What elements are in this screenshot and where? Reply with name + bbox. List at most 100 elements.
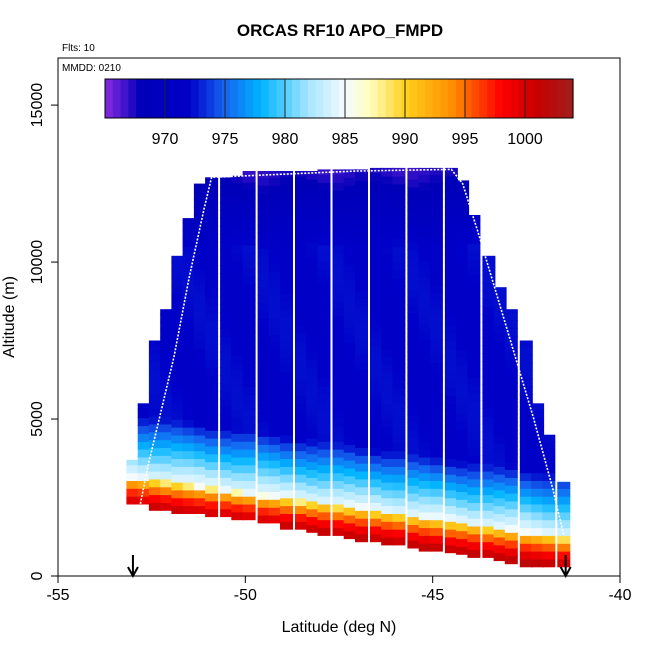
- heatmap-cell-21-7000: [381, 348, 395, 357]
- heatmap-cell-29-4600: [482, 423, 496, 433]
- heatmap-cell-28-3600: [467, 455, 481, 464]
- heatmap-cell-6-4500: [193, 426, 207, 436]
- heatmap-cell-21-9500: [381, 269, 395, 279]
- heatmap-cell-30-7500: [493, 332, 507, 342]
- heatmap-cell-13-9000: [280, 285, 293, 295]
- heatmap-cell-29-850: [482, 541, 496, 551]
- heatmap-cell-27-9200: [456, 279, 470, 288]
- heatmap-cell-30-500: [493, 552, 507, 562]
- colorbar-frame: [104, 78, 574, 119]
- heatmap-cell-10-3800: [242, 448, 256, 458]
- heatmap-cell-25-7050: [429, 346, 443, 356]
- heatmap-cell-24-8050: [418, 315, 432, 324]
- heatmap-cell-20-12850: [370, 167, 383, 174]
- heatmap-cell-6-7000: [193, 348, 207, 357]
- heatmap-cell-13-4000: [280, 442, 293, 452]
- heatmap-cell-13-5500: [280, 395, 293, 405]
- heatmap-cell-17-7300: [332, 339, 346, 348]
- date-annotation: MMDD: 0210: [62, 63, 121, 74]
- heatmap-cell-22-3000: [392, 474, 406, 483]
- heatmap-cell-22-11250: [392, 215, 406, 224]
- heatmap-cell-18-10700: [343, 232, 357, 241]
- heatmap-cell-18-2700: [343, 483, 357, 492]
- heatmap-cell-5-5750: [182, 387, 196, 397]
- heatmap-cell-20-2850: [370, 478, 383, 488]
- heatmap-cell-28-5100: [467, 408, 481, 417]
- heatmap-cell-7-10400: [205, 241, 219, 251]
- heatmap-cell-15-8150: [306, 312, 320, 321]
- heatmap-cell-8-6400: [220, 367, 234, 376]
- heatmap-cell-3-5350: [160, 400, 174, 409]
- heatmap-cell-14-7250: [295, 340, 308, 350]
- heatmap-cell-11-10200: [257, 247, 271, 257]
- heatmap-cell-16-8050: [317, 315, 331, 324]
- heatmap-cell-21-11500: [381, 207, 395, 216]
- heatmap-cell-17-9800: [332, 260, 346, 270]
- heatmap-cell-33-1050: [531, 535, 545, 544]
- heatmap-cell-15-9900: [306, 257, 320, 266]
- heatmap-cell-9-12050: [231, 189, 245, 199]
- heatmap-cell-19-6350: [355, 368, 368, 378]
- colorbar-segment-17: [237, 79, 246, 118]
- heatmap-cell-22-6000: [392, 379, 406, 389]
- heatmap-cell-27-8700: [456, 295, 470, 304]
- heatmap-cell-28-2850: [467, 478, 481, 488]
- heatmap-cell-21-11250: [381, 215, 395, 224]
- heatmap-cell-29-7350: [482, 337, 496, 346]
- heatmap-cell-29-1600: [482, 517, 496, 527]
- heatmap-cell-27-1450: [456, 522, 470, 532]
- heatmap-cell-19-8350: [355, 306, 368, 315]
- heatmap-cell-16-9300: [317, 276, 331, 285]
- heatmap-cell-4-8750: [171, 293, 185, 303]
- heatmap-cell-1-2300: [137, 495, 151, 505]
- heatmap-cell-20-10850: [370, 227, 383, 237]
- heatmap-cell-9-6050: [231, 378, 245, 387]
- heatmap-cell-12-11950: [268, 193, 282, 202]
- heatmap-cell-21-6000: [381, 379, 395, 389]
- heatmap-cell-29-600: [482, 549, 496, 558]
- heatmap-cell-27-3950: [456, 444, 470, 453]
- heatmap-cell-20-11100: [370, 219, 383, 229]
- heatmap-cell-15-10900: [306, 226, 320, 235]
- heatmap-cell-6-10500: [193, 238, 207, 248]
- heatmap-cell-14-8250: [295, 309, 308, 318]
- x-tick-label-0: -55: [46, 587, 69, 604]
- heatmap-cell-9-2800: [231, 480, 245, 489]
- heatmap-cell-11-8950: [257, 287, 271, 296]
- heatmap-cell-15-11150: [306, 218, 320, 227]
- heatmap-cell-6-7500: [193, 332, 207, 342]
- heatmap-cell-15-6150: [306, 375, 320, 384]
- heatmap-cell-12-2200: [268, 499, 282, 508]
- heatmap-cell-13-2500: [280, 489, 293, 499]
- heatmap-cell-23-1650: [407, 516, 421, 525]
- heatmap-cell-18-11950: [343, 193, 357, 202]
- heatmap-cell-11-1950: [257, 506, 271, 516]
- heatmap-cell-29-6100: [482, 376, 496, 386]
- heatmap-cell-13-11750: [280, 199, 293, 208]
- heatmap-cell-12-3950: [268, 444, 282, 453]
- heatmap-cell-14-10750: [295, 230, 308, 240]
- heatmap-cell-16-10800: [317, 229, 331, 238]
- heatmap-cell-34-300: [542, 558, 556, 568]
- heatmap-cell-19-5850: [355, 384, 368, 394]
- heatmap-cell-28-6350: [467, 368, 481, 378]
- heatmap-cell-28-2600: [467, 486, 481, 496]
- heatmap-cell-7-2150: [205, 500, 219, 510]
- heatmap-cell-26-2750: [444, 481, 458, 491]
- heatmap-cell-9-6550: [231, 362, 245, 372]
- heatmap-cell-4-8250: [171, 309, 185, 318]
- colorbar-segment-55: [534, 79, 543, 118]
- colorbar-segment-4: [136, 79, 145, 118]
- heatmap-cell-11-4950: [257, 412, 271, 422]
- heatmap-cell-31-8150: [504, 312, 518, 321]
- heatmap-cell-15-5650: [306, 390, 320, 400]
- heatmap-cell-17-5800: [332, 386, 346, 395]
- heatmap-cell-31-900: [504, 539, 518, 549]
- heatmap-cell-29-9850: [482, 258, 496, 268]
- heatmap-cell-23-3400: [407, 461, 421, 470]
- heatmap-cell-26-4250: [444, 434, 458, 444]
- heatmap-cell-25-3550: [429, 456, 443, 466]
- heatmap-cell-28-6100: [467, 376, 481, 386]
- heatmap-cell-22-2000: [392, 505, 406, 514]
- heatmap-cell-16-3550: [317, 456, 331, 466]
